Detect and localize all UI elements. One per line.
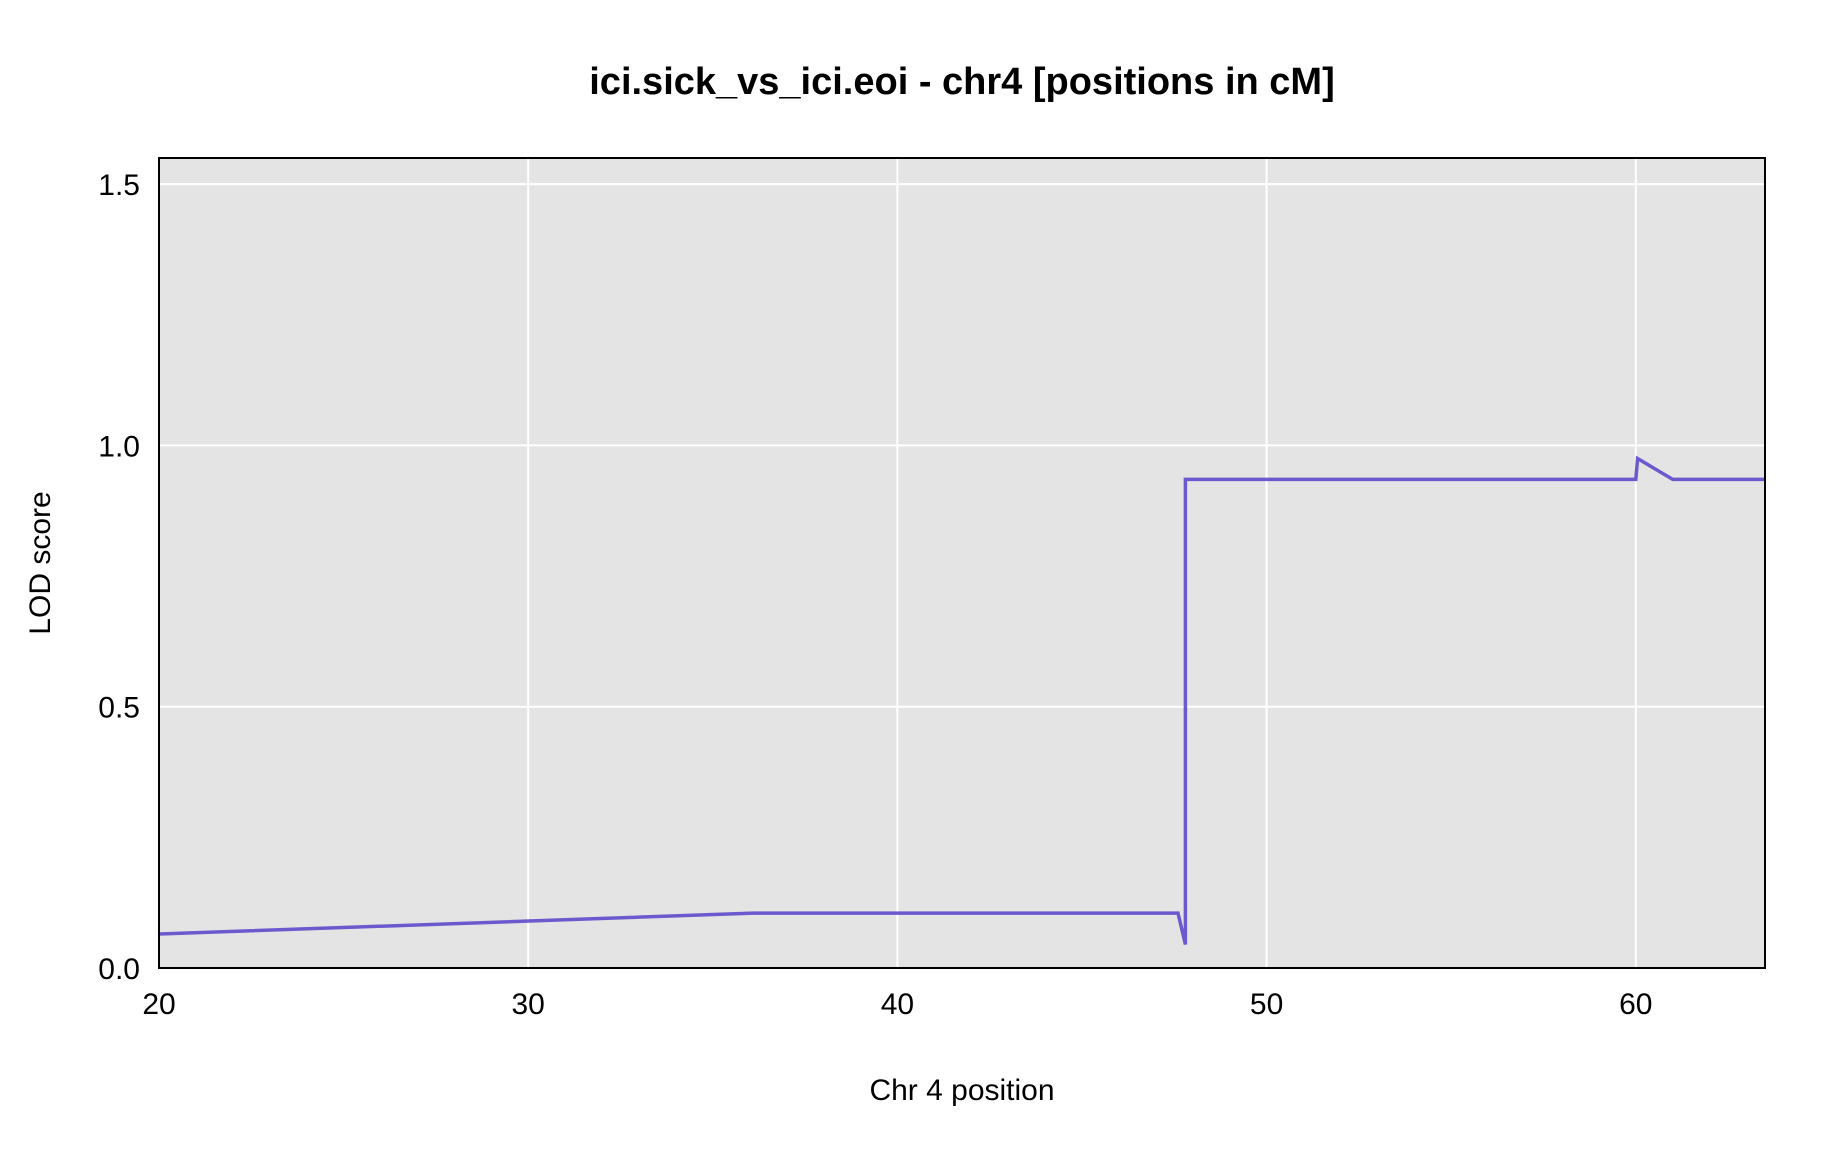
series-line (158, 455, 1765, 945)
x-tick-label: 20 (142, 988, 175, 1021)
plot-frame (158, 157, 1766, 969)
x-axis-label: Chr 4 position (869, 1074, 1054, 1107)
series-layer (158, 455, 1765, 945)
y-tick-label: 0.5 (98, 692, 140, 725)
grid-lines (159, 158, 1765, 968)
x-tick-label: 40 (881, 988, 914, 1021)
x-axis-ticks: 20 30 40 50 60 (142, 988, 1652, 1021)
y-tick-label: 1.0 (98, 430, 140, 463)
y-tick-label: 0.0 (98, 953, 140, 986)
y-axis-ticks: 0.0 0.5 1.0 1.5 (98, 169, 140, 986)
y-tick-label: 1.5 (98, 169, 140, 202)
chart-title: ici.sick_vs_ici.eoi - chr4 [positions in… (589, 61, 1334, 103)
x-tick-label: 30 (512, 988, 545, 1021)
plot-panel (159, 158, 1765, 968)
x-tick-label: 50 (1250, 988, 1283, 1021)
x-tick-label: 60 (1619, 988, 1652, 1021)
y-axis-label: LOD score (24, 491, 57, 634)
